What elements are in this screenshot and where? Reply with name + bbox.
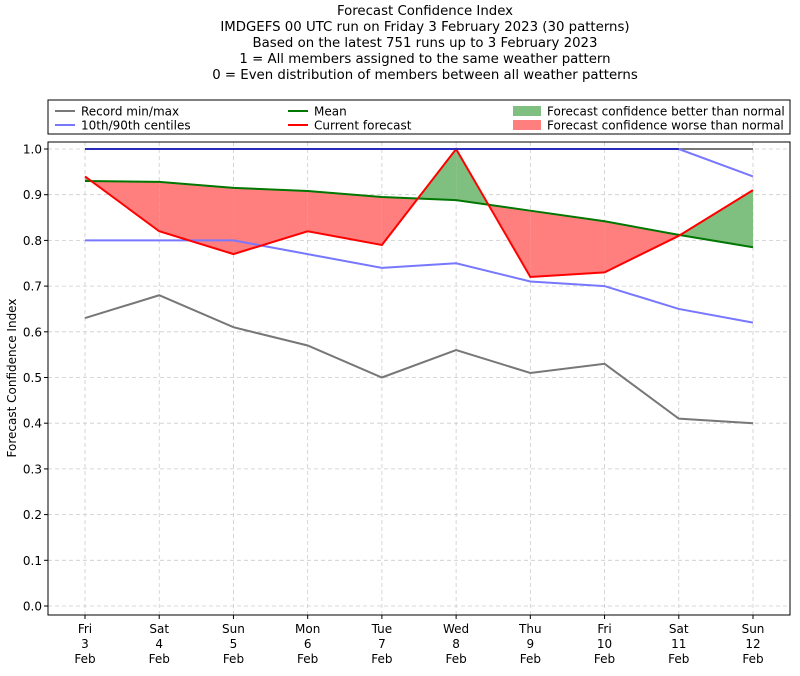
legend-swatch-patch (513, 106, 541, 116)
fill-worse-than-normal (604, 221, 679, 273)
fill-worse-than-normal (307, 191, 382, 245)
confidence-fills (85, 149, 753, 277)
x-tick-label: Feb (742, 652, 763, 666)
legend-label: Record min/max (81, 105, 179, 119)
x-tick-label: Sat (149, 622, 169, 636)
y-tick-label: 0.1 (23, 554, 42, 568)
fill-better-than-normal (679, 190, 753, 248)
series-line-current (84, 147, 754, 278)
x-tick-label: Feb (520, 652, 541, 666)
series-lines (84, 147, 754, 425)
x-tick-label: Fri (597, 622, 611, 636)
x-tick-label: Feb (149, 652, 170, 666)
x-tick-label: 8 (452, 637, 460, 651)
y-tick-label: 0.9 (23, 188, 42, 202)
x-tick-label: Feb (668, 652, 689, 666)
x-tick-label: 7 (378, 637, 386, 651)
x-tick-label: Feb (445, 652, 466, 666)
plot-frame (47, 141, 791, 616)
x-tick-label: 3 (81, 637, 89, 651)
x-tick-label: Sun (742, 622, 765, 636)
x-tick-label: 5 (230, 637, 238, 651)
axes: 0.00.10.20.30.40.50.60.70.80.91.0Fri3Feb… (23, 141, 791, 666)
legend-swatch-patch (513, 120, 541, 130)
x-tick-label: Mon (295, 622, 320, 636)
x-tick-label: 11 (671, 637, 686, 651)
x-tick-label: 9 (527, 637, 535, 651)
title-line-2: IMDGEFS 00 UTC run on Friday 3 February … (220, 20, 630, 35)
y-tick-label: 0.3 (23, 462, 42, 476)
chart-title: Forecast Confidence Index IMDGEFS 00 UTC… (0, 4, 800, 84)
series-line-record-min (84, 294, 754, 425)
y-tick-label: 0.6 (23, 325, 42, 339)
series-line-p10 (85, 239, 754, 324)
fill-worse-than-normal (233, 187, 308, 255)
legend-label: Forecast confidence worse than normal (547, 119, 784, 133)
x-tick-label: 12 (745, 637, 760, 651)
y-tick-label: 0.0 (23, 600, 42, 614)
y-tick-label: 0.7 (23, 280, 42, 294)
legend-box (47, 99, 791, 135)
x-tick-label: Sat (669, 622, 689, 636)
x-tick-label: Feb (74, 652, 95, 666)
x-tick-label: Feb (594, 652, 615, 666)
x-tick-label: Wed (443, 622, 469, 636)
x-tick-label: 6 (304, 637, 312, 651)
y-tick-label: 0.8 (23, 234, 42, 248)
y-axis-label: Forecast Confidence Index (5, 299, 19, 458)
x-tick-label: Thu (518, 622, 542, 636)
legend-label: Forecast confidence better than normal (547, 105, 785, 119)
series-line-p90 (85, 148, 754, 178)
fill-worse-than-normal (530, 210, 605, 277)
x-tick-label: Feb (297, 652, 318, 666)
y-tick-label: 0.5 (23, 371, 42, 385)
legend-label: Current forecast (314, 119, 412, 133)
legend-label: Mean (314, 105, 347, 119)
y-tick-label: 0.2 (23, 508, 42, 522)
x-tick-label: Tue (371, 622, 393, 636)
y-tick-label: 1.0 (23, 143, 42, 157)
y-tick-label: 0.4 (23, 417, 42, 431)
title-line-4: 1 = All members assigned to the same wea… (239, 52, 611, 67)
title-line-1: Forecast Confidence Index (336, 4, 514, 19)
x-tick-label: 10 (597, 637, 612, 651)
x-tick-label: Sun (222, 622, 245, 636)
legend-label: 10th/90th centiles (81, 119, 191, 133)
title-line-5: 0 = Even distribution of members between… (212, 68, 638, 83)
x-tick-label: Fri (78, 622, 92, 636)
x-tick-label: Feb (371, 652, 392, 666)
x-tick-label: 4 (155, 637, 163, 651)
title-line-3: Based on the latest 751 runs up to 3 Feb… (252, 36, 598, 51)
x-tick-label: Feb (223, 652, 244, 666)
